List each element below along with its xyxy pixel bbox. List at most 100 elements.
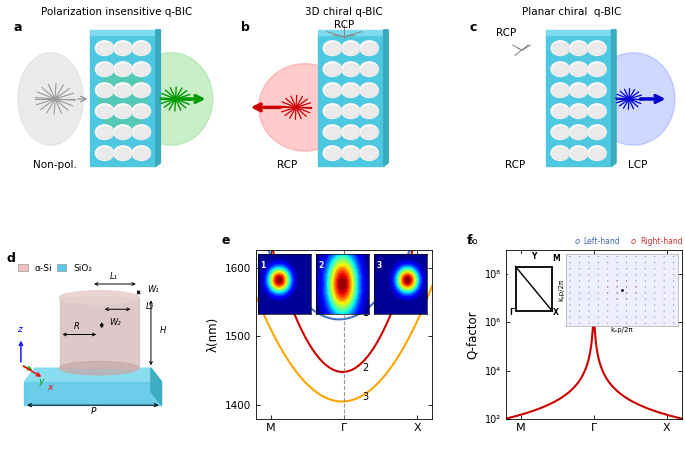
Text: Non-pol.: Non-pol. xyxy=(33,160,77,170)
Ellipse shape xyxy=(325,85,342,97)
Ellipse shape xyxy=(571,148,588,160)
Ellipse shape xyxy=(343,64,360,76)
Text: z: z xyxy=(16,325,21,334)
Ellipse shape xyxy=(132,41,151,56)
Polygon shape xyxy=(546,35,612,166)
Ellipse shape xyxy=(97,85,114,97)
Ellipse shape xyxy=(97,148,114,160)
Ellipse shape xyxy=(97,64,114,76)
Ellipse shape xyxy=(134,85,151,97)
Ellipse shape xyxy=(362,127,378,139)
Ellipse shape xyxy=(116,64,132,76)
Ellipse shape xyxy=(116,43,132,55)
Y-axis label: Q-factor: Q-factor xyxy=(466,310,479,359)
Ellipse shape xyxy=(114,125,132,140)
Ellipse shape xyxy=(325,64,342,76)
Polygon shape xyxy=(90,35,155,166)
Ellipse shape xyxy=(569,62,588,76)
Ellipse shape xyxy=(97,106,114,118)
Polygon shape xyxy=(318,30,384,35)
Legend: α-Si, SiO₂: α-Si, SiO₂ xyxy=(15,260,96,276)
Text: RCP: RCP xyxy=(334,20,354,30)
Ellipse shape xyxy=(95,104,114,118)
Ellipse shape xyxy=(360,146,378,161)
Ellipse shape xyxy=(592,53,675,145)
Ellipse shape xyxy=(551,83,569,97)
Ellipse shape xyxy=(362,43,378,55)
Ellipse shape xyxy=(342,41,360,56)
Ellipse shape xyxy=(590,64,606,76)
Ellipse shape xyxy=(134,64,151,76)
Polygon shape xyxy=(90,30,155,35)
Ellipse shape xyxy=(588,146,606,161)
Ellipse shape xyxy=(360,41,378,56)
Polygon shape xyxy=(60,298,138,368)
Polygon shape xyxy=(25,368,162,382)
Text: 3: 3 xyxy=(362,392,369,402)
Ellipse shape xyxy=(360,83,378,97)
Ellipse shape xyxy=(342,62,360,76)
Ellipse shape xyxy=(259,64,351,151)
Ellipse shape xyxy=(590,127,606,139)
Text: H: H xyxy=(160,326,166,335)
Ellipse shape xyxy=(571,127,588,139)
Text: W₁: W₁ xyxy=(147,285,159,294)
Ellipse shape xyxy=(323,83,342,97)
Ellipse shape xyxy=(343,127,360,139)
Ellipse shape xyxy=(134,127,151,139)
Polygon shape xyxy=(318,35,384,166)
Text: a: a xyxy=(14,21,22,34)
Ellipse shape xyxy=(569,83,588,97)
Ellipse shape xyxy=(325,148,342,160)
Text: b: b xyxy=(241,21,250,34)
Polygon shape xyxy=(151,368,162,405)
Ellipse shape xyxy=(360,62,378,76)
Ellipse shape xyxy=(95,83,114,97)
Ellipse shape xyxy=(323,104,342,118)
Text: Planar chiral  q-BIC: Planar chiral q-BIC xyxy=(523,6,622,16)
Ellipse shape xyxy=(95,62,114,76)
Ellipse shape xyxy=(342,125,360,140)
Ellipse shape xyxy=(551,146,569,161)
Ellipse shape xyxy=(342,83,360,97)
Ellipse shape xyxy=(588,125,606,140)
Ellipse shape xyxy=(325,43,342,55)
Ellipse shape xyxy=(116,85,132,97)
Ellipse shape xyxy=(97,127,114,139)
Ellipse shape xyxy=(551,125,569,140)
Ellipse shape xyxy=(60,361,138,375)
Text: 1: 1 xyxy=(362,308,369,318)
Ellipse shape xyxy=(116,148,132,160)
Ellipse shape xyxy=(323,125,342,140)
Text: RCP: RCP xyxy=(505,160,525,170)
Ellipse shape xyxy=(116,106,132,118)
Text: L₂: L₂ xyxy=(146,302,153,311)
Ellipse shape xyxy=(553,148,569,160)
Ellipse shape xyxy=(95,125,114,140)
Text: RCP: RCP xyxy=(496,28,516,38)
Ellipse shape xyxy=(590,106,606,118)
Ellipse shape xyxy=(360,125,378,140)
Ellipse shape xyxy=(325,106,342,118)
Text: W₂: W₂ xyxy=(109,318,121,327)
Text: 3D chiral q-BIC: 3D chiral q-BIC xyxy=(306,6,383,16)
Ellipse shape xyxy=(114,41,132,56)
Polygon shape xyxy=(25,382,162,405)
Ellipse shape xyxy=(116,127,132,139)
Ellipse shape xyxy=(114,83,132,97)
Y-axis label: λ(nm): λ(nm) xyxy=(207,317,220,352)
Ellipse shape xyxy=(362,148,378,160)
Text: e: e xyxy=(221,234,229,247)
Ellipse shape xyxy=(362,106,378,118)
Ellipse shape xyxy=(551,104,569,118)
Ellipse shape xyxy=(571,64,588,76)
Ellipse shape xyxy=(18,53,84,145)
Ellipse shape xyxy=(569,146,588,161)
Polygon shape xyxy=(546,30,612,35)
Ellipse shape xyxy=(588,62,606,76)
Text: RCP: RCP xyxy=(277,160,297,170)
Ellipse shape xyxy=(360,104,378,118)
Ellipse shape xyxy=(590,148,606,160)
Ellipse shape xyxy=(362,64,378,76)
Ellipse shape xyxy=(590,85,606,97)
